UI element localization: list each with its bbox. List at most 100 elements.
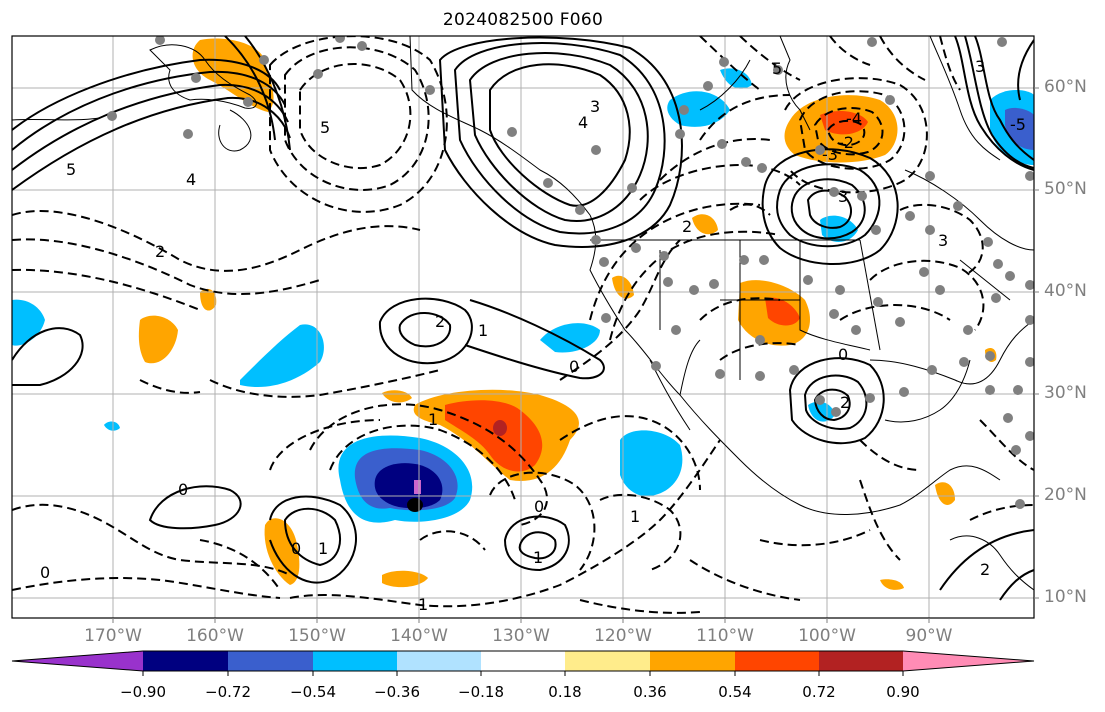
- negative-anomaly-region: [374, 463, 443, 509]
- longitude-label: 160°W: [186, 626, 244, 646]
- contour-label: 4: [578, 113, 588, 132]
- negative-anomaly-region: [820, 215, 858, 242]
- positive-anomaly-region: [880, 579, 904, 590]
- longitude-label: 110°W: [696, 626, 754, 646]
- contour-label: 0: [178, 480, 188, 499]
- contour-label: 4: [186, 170, 196, 189]
- colorbar-segment: [12, 651, 143, 671]
- longitude-label: 140°W: [390, 626, 448, 646]
- contour-label: 0: [40, 563, 50, 582]
- longitude-label: 100°W: [798, 626, 856, 646]
- colorbar-tick-label: 0.54: [718, 683, 752, 701]
- negative-anomaly-region: [620, 430, 683, 497]
- colorbar-tick-label: 0.18: [548, 683, 582, 701]
- contour-label: 1: [630, 507, 640, 526]
- solid-contours: [12, 36, 1034, 601]
- negative-anomaly-region: [667, 91, 730, 127]
- colorbar-tick-label: −0.36: [374, 683, 420, 701]
- contour-label: 2: [682, 217, 692, 236]
- colorbar-segment: [735, 651, 819, 671]
- contour-label: 1: [318, 539, 328, 558]
- positive-anomaly-region: [138, 315, 178, 364]
- station-dots: [107, 36, 1034, 509]
- colorbar: [11, 650, 1035, 676]
- positive-anomaly-region: [445, 400, 543, 472]
- colorbar-segment: [565, 651, 650, 671]
- contour-label: 1: [428, 410, 438, 429]
- latitude-label: 20°N: [1044, 485, 1087, 505]
- positive-anomaly-region: [382, 390, 412, 403]
- contour-label: 2: [840, 393, 850, 412]
- positive-anomaly-region: [192, 38, 274, 113]
- contour-label: 2: [155, 242, 165, 261]
- latitude-label: 50°N: [1044, 179, 1087, 199]
- contour-label: 0: [534, 497, 544, 516]
- colorbar-segment: [143, 651, 228, 671]
- contour-label: 0: [291, 539, 301, 558]
- longitude-label: 120°W: [594, 626, 652, 646]
- gridlines: [12, 36, 1034, 618]
- longitude-label: 130°W: [492, 626, 550, 646]
- contour-label: 5: [66, 160, 76, 179]
- negative-anomaly-core: [414, 480, 421, 494]
- contour-label: 0: [569, 357, 579, 376]
- map-border: [11, 35, 1035, 619]
- colorbar-segment: [650, 651, 735, 671]
- contour-label: 0: [838, 345, 848, 364]
- colorbar-tick-label: −0.54: [290, 683, 336, 701]
- latitude-label: 30°N: [1044, 383, 1087, 403]
- axis-ticks: [112, 87, 1039, 623]
- longitude-label: 150°W: [288, 626, 346, 646]
- map-title: 2024082500 F060: [442, 10, 604, 30]
- contour-label: 3: [938, 231, 948, 250]
- contour-label: -5: [1010, 115, 1026, 134]
- contour-label: 2: [435, 312, 445, 331]
- contour-label: 1: [418, 595, 428, 614]
- colorbar-tick-label: −0.72: [205, 683, 251, 701]
- positive-anomaly-region: [200, 288, 217, 311]
- colorbar-segment: [397, 651, 481, 671]
- colorbar-segment: [313, 651, 397, 671]
- colorbar-tick-label: −0.18: [458, 683, 504, 701]
- latitude-label: 10°N: [1044, 587, 1087, 607]
- negative-anomaly-core: [407, 498, 423, 512]
- colorbar-tick-label: 0.72: [802, 683, 836, 701]
- colorbar-tick-label: 0.36: [633, 683, 667, 701]
- negative-anomaly-region: [720, 68, 752, 89]
- colorbar-tick-label: −0.90: [120, 683, 166, 701]
- negative-anomaly-region: [104, 421, 120, 431]
- positive-anomaly-region: [264, 518, 300, 585]
- contour-label: 2: [980, 560, 990, 579]
- contour-label: -2: [838, 133, 854, 152]
- contour-label: 1: [533, 548, 543, 567]
- contour-label: 5: [772, 59, 782, 78]
- colorbar-segment: [228, 651, 313, 671]
- dashed-contours: [12, 36, 1034, 614]
- colorbar-segment: [819, 651, 903, 671]
- negative-anomaly-region: [808, 401, 835, 422]
- contour-label: -3: [822, 145, 838, 164]
- longitude-label: 90°W: [905, 626, 953, 646]
- positive-anomaly-region: [935, 482, 955, 505]
- positive-anomaly-region: [765, 297, 800, 326]
- longitude-label: 170°W: [84, 626, 142, 646]
- contour-label: 3: [590, 97, 600, 116]
- contour-label: 5: [320, 118, 330, 137]
- positive-anomaly-core: [493, 420, 507, 436]
- colorbar-tick-label: 0.90: [886, 683, 920, 701]
- colorbar-segment: [481, 651, 565, 671]
- positive-anomaly-region: [692, 214, 718, 235]
- colorbar-segment: [903, 651, 1034, 671]
- contour-label: 3: [975, 57, 985, 76]
- contour-label: -4: [846, 109, 862, 128]
- contour-labels: 5 5 4 3 2 2 1 0 0 0 0 0 1 1 1 1 2 3 4 5 …: [40, 57, 1026, 614]
- positive-anomaly-region: [382, 570, 428, 588]
- contour-label: 1: [478, 321, 488, 340]
- negative-anomaly-region: [540, 323, 600, 353]
- positive-anomaly-region: [820, 110, 868, 135]
- latitude-label: 60°N: [1044, 77, 1087, 97]
- latitude-label: 40°N: [1044, 281, 1087, 301]
- contour-label: 3: [838, 187, 848, 206]
- negative-anomaly-region: [240, 324, 324, 388]
